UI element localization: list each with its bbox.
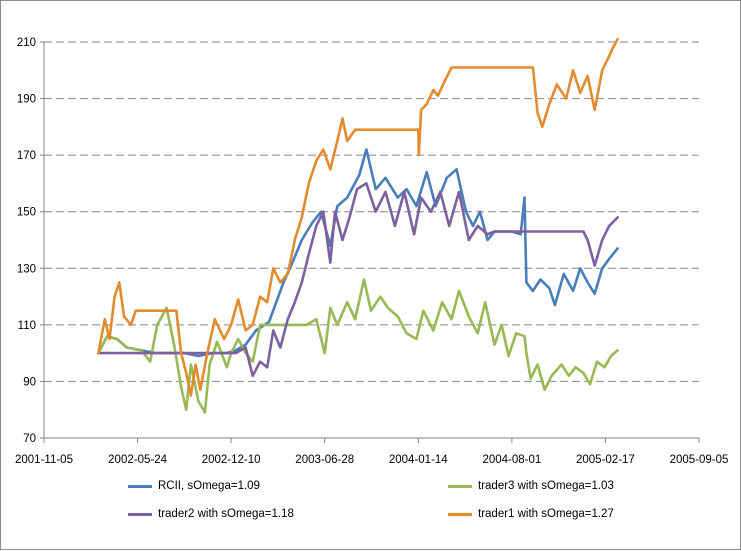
x-tick-label: 2004-08-01 <box>482 454 541 466</box>
series-line-3 <box>97 182 619 378</box>
axes <box>40 41 700 443</box>
x-tick-label: 2005-02-17 <box>576 454 635 466</box>
x-tick-label: 2001-11-05 <box>15 454 73 466</box>
y-tick-label: 170 <box>17 150 36 162</box>
x-tick-labels: 2001-11-05 2002-05-24 2002-12-10 2003-06-28… <box>15 454 728 466</box>
y-tick-label: 130 <box>17 263 36 275</box>
x-tick-label: 2002-05-24 <box>108 454 167 466</box>
y-tick-label: 210 <box>17 37 36 49</box>
y-tick-labels: 70 90 110 130 150 170 190 210 <box>17 37 36 445</box>
y-tick-label: 150 <box>17 207 36 219</box>
y-tick-label: 90 <box>23 376 36 388</box>
x-tick-label: 2003-06-28 <box>295 454 354 466</box>
series-lines <box>97 37 619 414</box>
y-tick-label: 190 <box>17 94 36 106</box>
y-tick-label: 70 <box>23 433 36 445</box>
x-tick-label: 2005-09-05 <box>670 454 729 466</box>
series-line-4 <box>97 37 619 397</box>
x-tick-label: 2004-01-14 <box>389 454 448 466</box>
gridlines <box>44 41 699 382</box>
series-line-2 <box>97 278 619 414</box>
y-tick-label: 110 <box>18 320 36 332</box>
x-tick-label: 2002-12-10 <box>202 454 261 466</box>
